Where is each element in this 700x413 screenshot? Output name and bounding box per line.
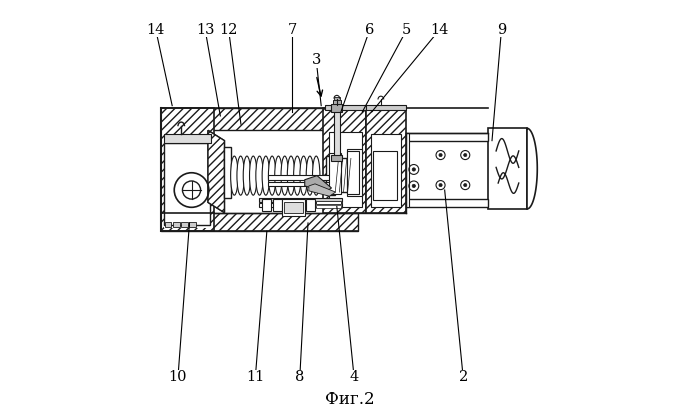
Polygon shape: [208, 131, 225, 213]
Text: 14: 14: [146, 22, 165, 36]
Bar: [328, 153, 341, 194]
Text: 2: 2: [458, 370, 468, 385]
Bar: [161, 108, 214, 231]
Circle shape: [439, 183, 442, 187]
Bar: [282, 199, 304, 216]
Bar: [316, 201, 341, 204]
Bar: [367, 105, 405, 110]
Bar: [164, 143, 210, 225]
Ellipse shape: [300, 156, 307, 195]
Bar: [273, 199, 282, 211]
Ellipse shape: [312, 156, 320, 195]
Bar: [347, 151, 360, 194]
Ellipse shape: [306, 156, 314, 195]
Bar: [164, 135, 211, 143]
Bar: [332, 100, 341, 104]
Bar: [262, 199, 271, 211]
Text: 9: 9: [497, 22, 506, 36]
Ellipse shape: [256, 156, 263, 195]
Bar: [164, 222, 172, 227]
Bar: [316, 205, 341, 208]
Bar: [405, 133, 488, 141]
Text: 3: 3: [312, 53, 321, 67]
Bar: [181, 222, 188, 227]
Text: 10: 10: [169, 370, 187, 385]
Ellipse shape: [249, 156, 257, 195]
Bar: [488, 128, 527, 209]
Bar: [161, 131, 396, 213]
Circle shape: [463, 183, 467, 187]
Text: Фиг.2: Фиг.2: [326, 391, 374, 408]
Bar: [332, 104, 342, 112]
Bar: [367, 108, 405, 213]
Bar: [190, 222, 196, 227]
Bar: [306, 199, 315, 211]
Bar: [267, 175, 332, 180]
Bar: [372, 151, 398, 200]
Bar: [326, 105, 367, 110]
Circle shape: [463, 153, 467, 157]
Bar: [161, 213, 358, 231]
Bar: [173, 222, 180, 227]
Bar: [332, 155, 342, 161]
Text: 4: 4: [349, 370, 358, 385]
Bar: [405, 199, 488, 206]
Text: 8: 8: [295, 370, 304, 385]
Bar: [284, 202, 302, 213]
Text: 5: 5: [402, 22, 412, 36]
Text: 14: 14: [430, 22, 449, 36]
Bar: [225, 147, 230, 198]
Text: 11: 11: [246, 370, 265, 385]
Circle shape: [439, 153, 442, 157]
Polygon shape: [527, 128, 538, 209]
Bar: [260, 203, 342, 207]
Text: 3: 3: [312, 53, 321, 67]
Bar: [333, 97, 340, 100]
Circle shape: [412, 168, 415, 171]
Bar: [161, 108, 396, 131]
Bar: [370, 135, 402, 206]
Bar: [335, 158, 351, 192]
Text: 6: 6: [365, 22, 375, 36]
Ellipse shape: [268, 156, 276, 195]
Ellipse shape: [274, 156, 282, 195]
Bar: [295, 199, 304, 211]
Ellipse shape: [237, 156, 244, 195]
Bar: [334, 110, 340, 157]
Ellipse shape: [293, 156, 301, 195]
Text: 13: 13: [196, 22, 214, 36]
Bar: [347, 149, 361, 196]
Ellipse shape: [243, 156, 251, 195]
Text: 7: 7: [288, 22, 297, 36]
Text: 12: 12: [219, 22, 238, 36]
Bar: [328, 133, 361, 206]
Polygon shape: [304, 176, 332, 192]
Bar: [267, 182, 332, 186]
Ellipse shape: [281, 156, 288, 195]
Circle shape: [412, 184, 415, 188]
Polygon shape: [208, 131, 225, 213]
Bar: [164, 140, 211, 228]
Ellipse shape: [287, 156, 295, 195]
Ellipse shape: [262, 156, 270, 195]
Bar: [405, 133, 409, 206]
Ellipse shape: [230, 156, 238, 195]
Bar: [326, 156, 335, 195]
Polygon shape: [309, 184, 335, 196]
Bar: [260, 198, 342, 202]
Bar: [323, 108, 367, 213]
